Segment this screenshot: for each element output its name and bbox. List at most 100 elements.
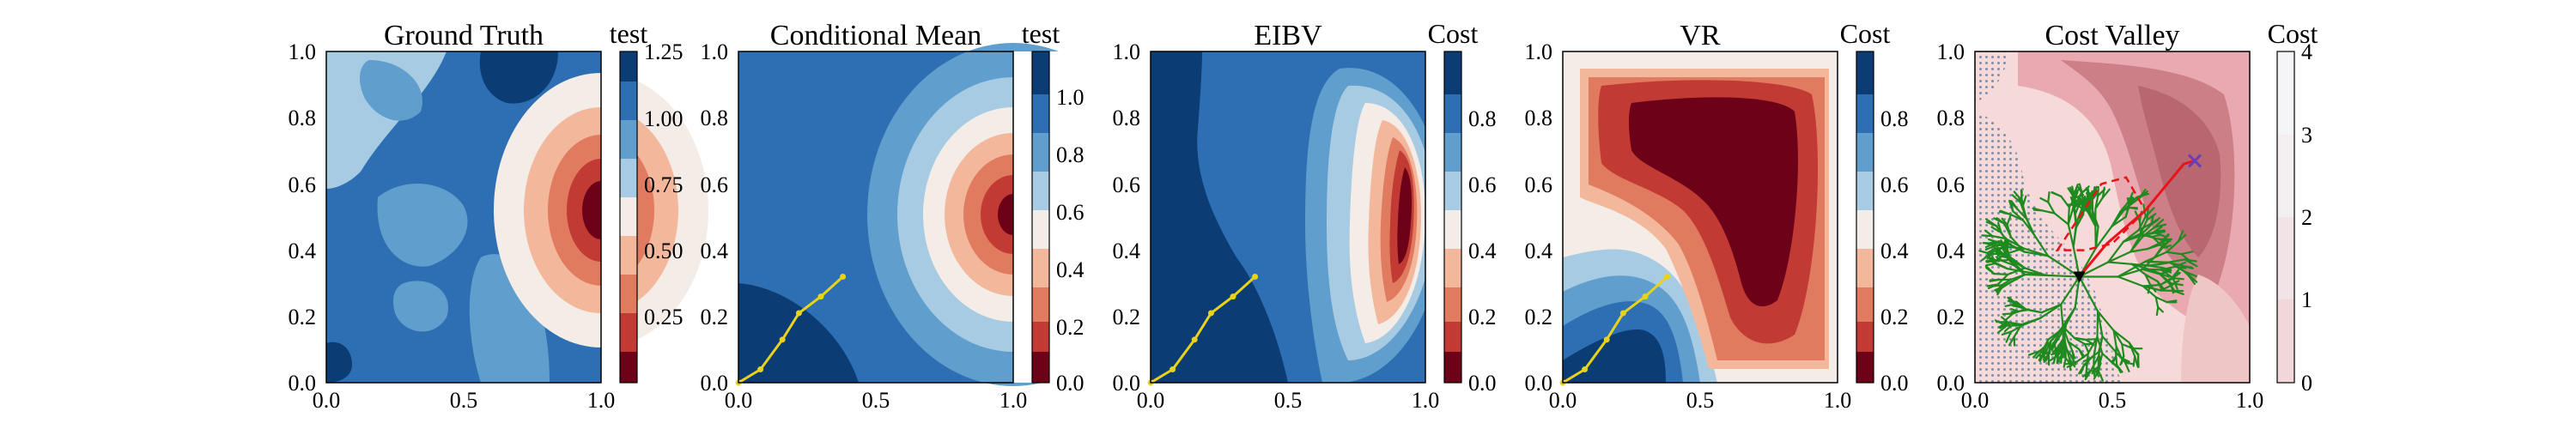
cv-cb-tick-label: 3 <box>2301 123 2312 148</box>
cv-tree-edge <box>2093 335 2099 357</box>
cv-tree-edge <box>2091 209 2099 228</box>
gt-y-tick-label: 0.8 <box>289 106 317 130</box>
target-marker <box>2187 154 2202 168</box>
eibv-cb-band <box>1444 249 1461 287</box>
eibv-cb-tick-label: 0.2 <box>1468 305 1497 329</box>
gt-cb-band <box>620 120 637 159</box>
cv-tree-edge <box>2147 283 2152 294</box>
cv-tree-edge <box>2137 353 2140 368</box>
cv-tree-edge <box>2002 281 2014 289</box>
cv-cb-band <box>2277 299 2294 383</box>
cv-tree-edge <box>2087 210 2097 227</box>
cv-tree-edge <box>2020 190 2023 204</box>
eibv-y-tick-label: 0.6 <box>1113 172 1141 197</box>
cv-tree-edge <box>2094 225 2113 250</box>
vr-path-point <box>1603 336 1610 343</box>
vr-path-point <box>1642 293 1649 300</box>
cv-x-tick-labels: 0.0 0.5 1.0 <box>1961 388 2264 413</box>
eibv-cb-band <box>1444 133 1461 172</box>
cv-tree-edge <box>2064 343 2071 360</box>
cm-cb-band <box>1032 249 1049 287</box>
cv-tree-edge <box>2128 341 2136 358</box>
heatmap-conditional-mean <box>735 43 1168 386</box>
cv-tree-edge <box>2119 200 2130 213</box>
cm-cb-band <box>1032 322 1049 352</box>
cm-cb-tick-label: 0.2 <box>1056 315 1084 340</box>
cm-cb-band <box>1032 94 1049 133</box>
cv-tree-edge <box>2154 245 2163 258</box>
cv-tree-edge <box>2067 341 2081 350</box>
cv-tree-edge <box>2056 348 2063 358</box>
gt-x-tick-label: 0.0 <box>313 388 341 413</box>
cv-tree-edge <box>2122 233 2142 243</box>
cv-tree-edge <box>2149 283 2157 293</box>
gt-band-mid-blue-blob-1 <box>359 60 422 121</box>
cv-tree-edge <box>2060 195 2070 208</box>
cm-cb-tick-label: 0.8 <box>1056 142 1084 167</box>
cv-budget-polygon <box>2055 176 2147 251</box>
cv-tree-edge <box>2094 226 2099 250</box>
eibv-cb-tick-label: 0.4 <box>1468 239 1497 263</box>
eibv-y-tick-label: 1.0 <box>1113 39 1141 64</box>
cm-path-point <box>779 336 786 343</box>
eibv-path-point <box>1230 293 1236 300</box>
cv-tree-edge <box>1995 262 2009 270</box>
vr-y-tick-labels: 0.0 0.2 0.4 0.6 0.8 1.0 <box>1525 39 1553 396</box>
cv-cb-band <box>2277 135 2294 217</box>
cv-tree-edge <box>2129 247 2149 253</box>
cv-tree-edge <box>1996 217 2006 225</box>
cv-tree-edge <box>2076 204 2089 213</box>
cv-tree-edge <box>2129 235 2144 253</box>
cv-tree-edge <box>2041 209 2056 214</box>
cv-tree-edge <box>2001 278 2012 287</box>
cm-x-tick-label: 0.0 <box>725 388 753 413</box>
cv-tree-edge <box>2091 365 2100 375</box>
cv-tree-edge <box>2010 308 2020 312</box>
vr-path-line <box>1562 275 1668 384</box>
eibv-path-line <box>1150 275 1256 384</box>
cv-tree-edge <box>2075 184 2083 195</box>
cm-x-tick-label: 1.0 <box>999 388 1028 413</box>
vr-cb-band <box>1856 94 1874 133</box>
cm-x-tick-label: 0.5 <box>862 388 890 413</box>
cv-tree-edge <box>2166 299 2178 304</box>
cv-tree-edge <box>2053 212 2069 226</box>
cv-tree-edge <box>2154 296 2160 309</box>
cv-tree-edge <box>2071 194 2075 208</box>
cv-tree-edge <box>2003 222 2013 239</box>
gt-cb-frame <box>619 51 638 384</box>
cv-tree <box>1978 183 2198 382</box>
cv-tree-edge <box>2007 267 2026 275</box>
eibv-colorbar: Cost 0.8 0.6 0.4 0.2 0.0 <box>1428 18 1497 396</box>
cm-cb-band <box>1032 51 1049 94</box>
eibv-cb-band <box>1444 172 1461 210</box>
cv-tree-edge <box>2010 200 2014 213</box>
cv-y-tick-label: 1.0 <box>1937 39 1965 64</box>
cv-tree-edge <box>2180 251 2194 256</box>
eibv-cb-tick-label: 0.0 <box>1468 371 1497 396</box>
cv-tree-edge <box>2154 226 2163 233</box>
cv-tree-edge <box>2062 325 2069 343</box>
cv-tree-edge <box>2107 240 2125 263</box>
cv-tree-edge <box>1987 239 1997 243</box>
cv-colorbar: Cost 4 3 2 1 0 <box>2268 18 2318 396</box>
cv-tree-edge <box>2005 330 2012 343</box>
cm-axes-frame <box>738 51 1014 384</box>
cv-tree-edge <box>2067 223 2075 248</box>
vr-colorbar-label: Cost <box>1840 18 1891 49</box>
cv-x-tick-label: 0.0 <box>1961 388 1990 413</box>
vr-cb-tick-label: 0.6 <box>1880 172 1909 197</box>
cv-tree-edge <box>1985 259 1997 263</box>
cv-tree-edge <box>2097 310 2115 332</box>
vr-path-point <box>1664 273 1671 280</box>
cv-tree-edge <box>2166 261 2184 267</box>
cv-tree-edge <box>2002 321 2013 327</box>
cv-tree-edge <box>2171 269 2180 279</box>
cv-tree-edge <box>2000 316 2010 324</box>
cv-tree-edge <box>2052 335 2062 344</box>
cv-tree-edge <box>2155 306 2160 317</box>
cv-tree-edge <box>1995 225 2007 240</box>
cv-tree-edge <box>2124 203 2130 218</box>
cv-tree-edge <box>1985 262 1997 267</box>
cv-tree-edge <box>2140 223 2153 236</box>
